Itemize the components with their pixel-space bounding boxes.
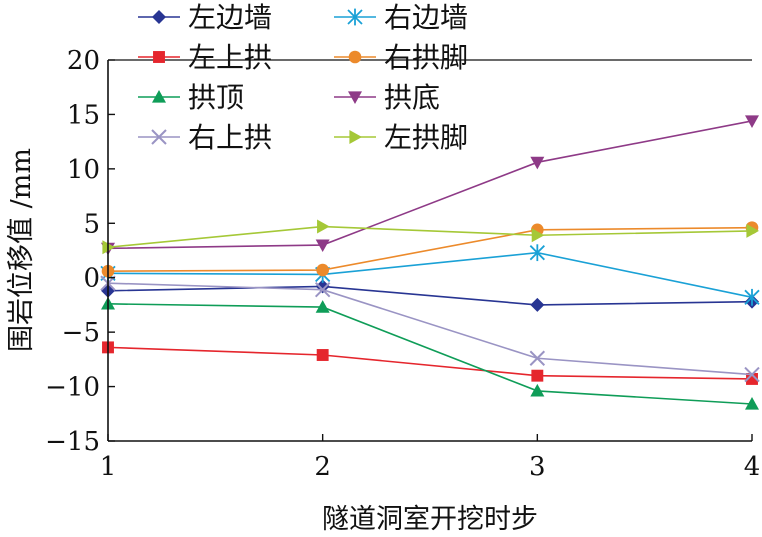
marker-diamond <box>530 297 545 312</box>
y-tick-label: −5 <box>62 318 100 348</box>
marker-triangle-down <box>745 115 759 128</box>
marker-square <box>746 373 758 385</box>
marker-x <box>314 281 331 298</box>
series-line <box>107 282 753 376</box>
legend-item: 拱底 <box>334 81 440 114</box>
series-4 <box>101 221 759 278</box>
y-tick-label: 15 <box>67 100 100 130</box>
marker-x <box>529 350 546 366</box>
legend-item: 左边墙 <box>138 1 272 34</box>
marker-square <box>531 369 544 382</box>
y-tick-label: 20 <box>67 46 100 76</box>
legend-label: 左上拱 <box>188 41 272 74</box>
series-2 <box>100 244 760 306</box>
marker-triangle-right <box>746 223 759 238</box>
y-tick-label: 0 <box>83 264 100 294</box>
marker-triangle-down <box>530 156 545 170</box>
x-tick-label: 4 <box>744 452 761 482</box>
marker-triangle-right <box>317 219 330 234</box>
series-line <box>107 120 753 250</box>
y-tick-label: 5 <box>83 209 100 239</box>
plot-lines <box>100 115 760 410</box>
marker-triangle-down <box>348 91 362 104</box>
y-tick-label: 10 <box>67 155 100 185</box>
marker-triangle-right <box>531 228 545 243</box>
legend-item: 拱顶 <box>138 81 244 114</box>
legend-label: 右边墙 <box>384 1 468 34</box>
marker-stroke <box>151 129 167 145</box>
marker-square <box>316 349 329 361</box>
marker-x <box>151 129 167 145</box>
x-tick-label: 3 <box>529 452 546 482</box>
marker-triangle-up <box>530 383 545 397</box>
series-line <box>107 285 753 306</box>
legend-label: 左边墙 <box>188 1 272 34</box>
y-tick-label: −10 <box>45 373 100 403</box>
series-5 <box>101 296 759 410</box>
series-line <box>107 303 753 405</box>
series-line <box>107 251 753 299</box>
series-line <box>107 346 753 380</box>
legend-item: 左上拱 <box>138 41 272 74</box>
legend-item: 右上拱 <box>138 121 272 154</box>
legend-item: 左拱脚 <box>334 121 468 154</box>
legend-label: 左拱脚 <box>384 121 468 154</box>
series-line <box>107 226 753 272</box>
marker-triangle-down <box>315 239 330 253</box>
y-tick-label: −15 <box>45 427 100 457</box>
legend-item: 右边墙 <box>334 1 468 34</box>
marker-triangle-up <box>745 396 759 410</box>
marker-asterisk <box>347 8 363 26</box>
marker-stroke <box>744 366 760 383</box>
marker-x <box>744 366 760 383</box>
marker-triangle-up <box>315 300 330 313</box>
legend-item: 右拱脚 <box>334 41 468 74</box>
x-tick-label: 2 <box>314 452 331 482</box>
marker-circle <box>348 50 362 64</box>
y-axis-title: 围岩位移值 /mm <box>6 148 37 352</box>
legend-label: 拱底 <box>384 81 440 114</box>
x-axis-title: 隧道洞室开挖时步 <box>322 504 538 535</box>
marker-stroke <box>529 350 546 366</box>
series-1 <box>101 279 759 312</box>
marker-square <box>153 51 165 63</box>
marker-asterisk <box>529 244 545 262</box>
series-line <box>107 225 753 249</box>
legend-label: 右上拱 <box>188 121 272 154</box>
marker-asterisk <box>744 288 760 306</box>
legend-label: 右拱脚 <box>384 41 468 74</box>
marker-stroke <box>314 281 331 298</box>
marker-triangle-up <box>152 90 166 103</box>
axes: −15 −10 −5 0 5 10 15 20 1 2 3 4 <box>45 46 760 482</box>
marker-diamond <box>152 10 166 24</box>
series-7 <box>100 275 760 383</box>
marker-circle <box>316 263 329 277</box>
series-3 <box>102 341 758 385</box>
legend-label: 拱顶 <box>188 81 244 114</box>
marker-triangle-right <box>349 130 362 144</box>
x-tick-label: 1 <box>100 452 117 482</box>
